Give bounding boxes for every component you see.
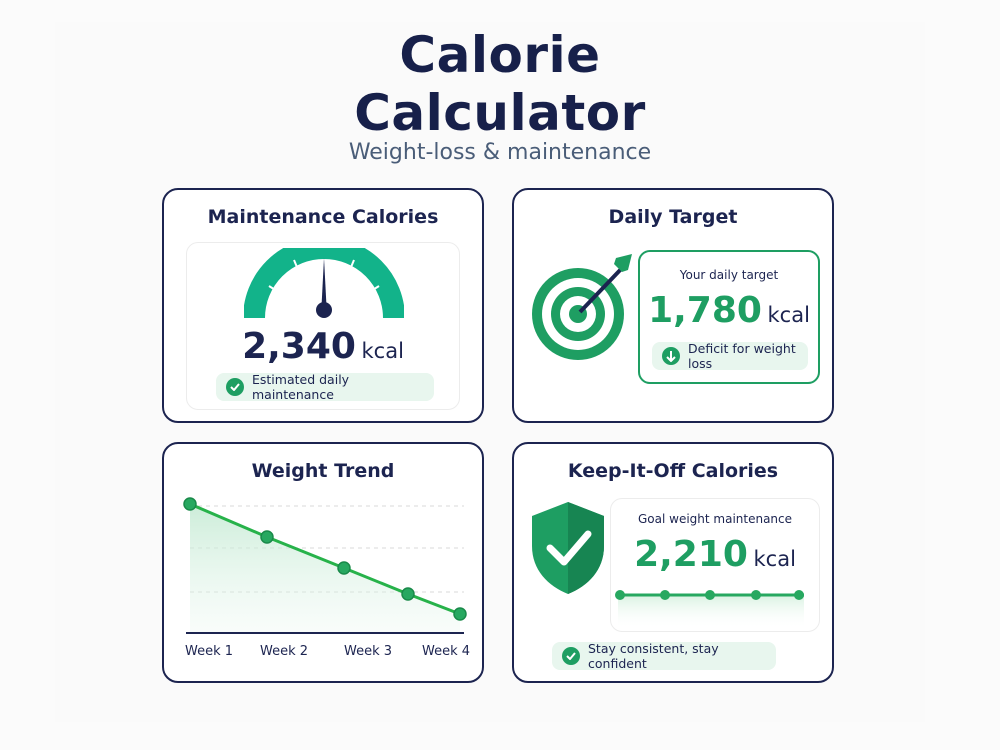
keep-off-badge: Stay consistent, stay confident [552,641,776,671]
trend-point [453,607,467,621]
daily-target-value-row: 1,780 kcal [638,290,820,331]
daily-target-badge: Deficit for weight loss [652,341,808,371]
keep-off-unit: kcal [753,547,796,571]
maintenance-unit: kcal [361,339,404,363]
keep-off-card: Keep-It-Off Calories Goal weight mainten… [512,442,834,683]
check-icon [226,378,244,396]
page-subtitle: Weight-loss & maintenance [348,140,652,165]
daily-target-unit: kcal [767,303,810,327]
keep-off-value-row: 2,210 kcal [610,534,820,575]
maintenance-card-title: Maintenance Calories [207,206,439,228]
maintenance-value: 2,340 [242,326,356,367]
check-icon [562,647,580,665]
maintenance-badge: Estimated daily maintenance [216,372,434,402]
daily-target-card-title: Daily Target [608,206,738,228]
maintenance-line-icon [615,590,804,629]
daily-target-label: Your daily target [679,268,779,282]
weight-trend-card: Weight Trend [162,442,484,683]
trend-point [183,497,197,511]
trend-point [260,530,274,544]
keep-off-value: 2,210 [634,534,748,575]
weight-trend-card-title: Weight Trend [251,460,395,482]
arrow-down-icon [662,347,680,365]
target-icon [532,254,632,360]
daily-target-note: Deficit for weight loss [688,341,796,371]
weight-trend-chart [183,497,467,634]
gauge-icon [244,248,404,318]
page-title-line2: Calculator [354,84,646,142]
maintenance-value-row: 2,340 kcal [164,326,482,367]
week-label: Week 3 [344,644,393,659]
keep-off-label: Goal weight maintenance [637,512,793,526]
week-label: Week 1 [185,644,234,659]
keep-off-card-title: Keep-It-Off Calories [567,460,779,482]
daily-target-value: 1,780 [648,290,762,331]
trend-point [337,561,351,575]
week-label: Week 4 [422,644,471,659]
maintenance-note: Estimated daily maintenance [252,372,350,402]
maintenance-card: Maintenance Calories 2,340 kcal Estimate… [162,188,484,423]
keep-off-note: Stay consistent, stay confident [588,641,719,671]
trend-point [401,587,415,601]
week-label: Week 2 [260,644,309,659]
daily-target-card: Daily Target Your daily target 1,780 kca… [512,188,834,423]
page-title-line1: Calorie [399,26,601,84]
shield-icon [532,502,604,594]
